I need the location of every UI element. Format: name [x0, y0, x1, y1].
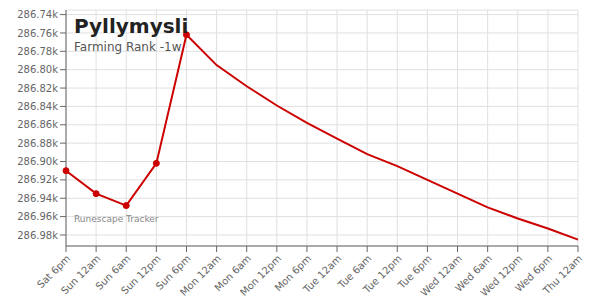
svg-text:Sun 6am: Sun 6am [93, 252, 133, 292]
svg-text:Sat 6pm: Sat 6pm [34, 252, 73, 291]
svg-text:Wed 12pm: Wed 12pm [478, 252, 525, 299]
html-text:Runescape Tracker: Runescape Tracker [74, 214, 159, 224]
svg-text:Mon 6pm: Mon 6pm [272, 252, 314, 294]
svg-text:Wed 12am: Wed 12am [418, 252, 464, 299]
svg-text:286.98k: 286.98k [17, 230, 58, 241]
svg-text:Tue 12am: Tue 12am [300, 253, 343, 296]
svg-text:Sun 12pm: Sun 12pm [119, 253, 163, 297]
svg-text:286.94k: 286.94k [17, 193, 58, 204]
svg-text:286.80k: 286.80k [17, 64, 58, 75]
svg-text:Tue 6pm: Tue 6pm [395, 252, 434, 291]
svg-text:286.92k: 286.92k [17, 174, 58, 185]
svg-text:286.90k: 286.90k [17, 156, 58, 167]
svg-text:286.84k: 286.84k [17, 101, 58, 112]
svg-text:Mon 6am: Mon 6am [212, 252, 254, 294]
svg-text:286.88k: 286.88k [17, 138, 58, 149]
svg-text:Wed 6pm: Wed 6pm [513, 252, 555, 294]
html-text:Farming Rank -1w: Farming Rank -1w [74, 40, 182, 54]
svg-text:286.82k: 286.82k [17, 83, 58, 94]
svg-text:286.76k: 286.76k [17, 28, 58, 39]
svg-text:Mon 12am: Mon 12am [178, 253, 223, 298]
svg-text:Tue 6am: Tue 6am [335, 252, 374, 291]
svg-text:286.74k: 286.74k [17, 9, 58, 20]
svg-text:286.86k: 286.86k [17, 119, 58, 130]
svg-text:Thu 12am: Thu 12am [540, 253, 584, 297]
svg-text:Sun 6pm: Sun 6pm [153, 252, 193, 292]
svg-text:Sun 12am: Sun 12am [59, 253, 103, 297]
html-text:Pyllymysli: Pyllymysli [74, 14, 189, 38]
svg-text:Wed 6am: Wed 6am [452, 252, 495, 294]
svg-text:Mon 12pm: Mon 12pm [238, 253, 283, 298]
svg-text:286.78k: 286.78k [17, 46, 58, 57]
svg-text:Tue 12pm: Tue 12pm [361, 253, 404, 296]
svg-text:286.96k: 286.96k [17, 211, 58, 222]
